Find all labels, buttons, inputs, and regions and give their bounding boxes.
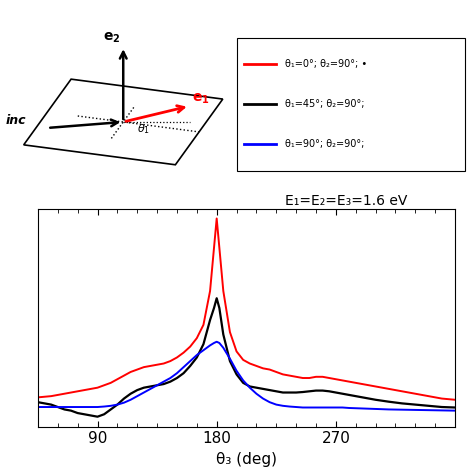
Text: $\theta_1$: $\theta_1$ (137, 122, 151, 136)
Text: inc: inc (6, 114, 27, 127)
Text: E₁=E₂=E₃=1.6 eV: E₁=E₂=E₃=1.6 eV (285, 194, 407, 209)
Text: $\mathbf{e_2}$: $\mathbf{e_2}$ (103, 30, 120, 45)
X-axis label: θ₃ (deg): θ₃ (deg) (216, 452, 277, 467)
FancyBboxPatch shape (237, 38, 465, 171)
Text: θ₁=90°; θ₂=90°;: θ₁=90°; θ₂=90°; (285, 139, 364, 149)
Text: $\mathbf{e_1}$: $\mathbf{e_1}$ (192, 92, 210, 107)
Text: θ₁=45°; θ₂=90°;: θ₁=45°; θ₂=90°; (285, 99, 365, 109)
Text: θ₁=0°; θ₂=90°; •: θ₁=0°; θ₂=90°; • (285, 59, 367, 70)
